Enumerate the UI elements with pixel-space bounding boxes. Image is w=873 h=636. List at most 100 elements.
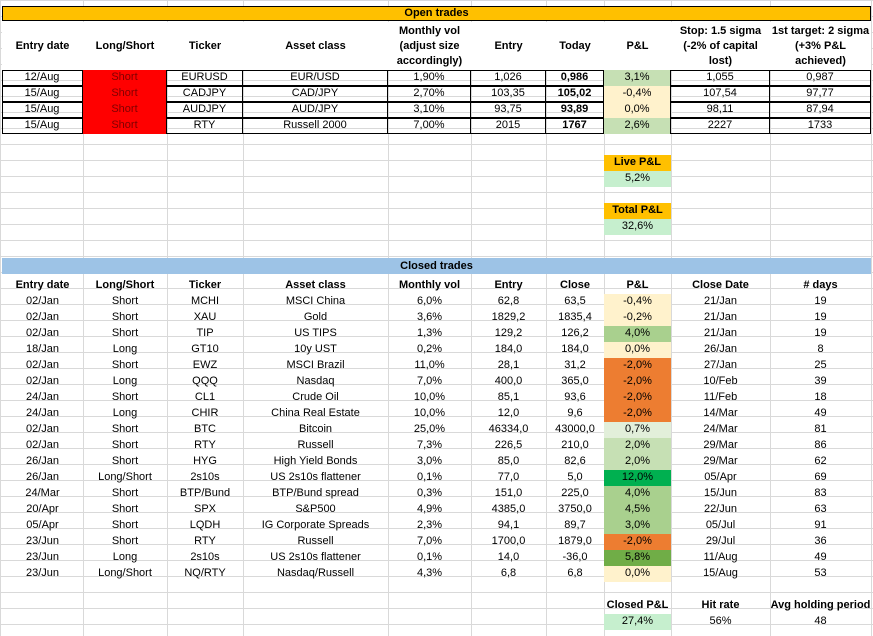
closed-cell-close[interactable]: 6,8 — [567, 567, 583, 579]
closed-cell-entry[interactable]: 400,0 — [494, 375, 523, 387]
closed-cell-entry[interactable]: 94,1 — [497, 519, 520, 531]
open-cell-ticker[interactable]: CADJPY — [167, 86, 243, 102]
closed-cell-cdate[interactable]: 24/Mar — [703, 423, 738, 435]
closed-cell-days[interactable]: 19 — [814, 311, 827, 323]
closed-cell-ticker[interactable]: QQQ — [192, 375, 218, 387]
closed-cell-cdate[interactable]: 15/Aug — [703, 567, 738, 579]
hit-rate-value[interactable]: 56% — [709, 615, 732, 627]
closed-cell-entry[interactable]: 4385,0 — [491, 503, 526, 515]
closed-cell-close[interactable]: -36,0 — [562, 551, 588, 563]
closed-cell-asset[interactable]: Nasdaq — [296, 375, 335, 387]
closed-cell-side[interactable]: Short — [111, 311, 139, 323]
closed-cell-days[interactable]: 83 — [814, 487, 827, 499]
closed-cell-asset[interactable]: Russell — [297, 535, 334, 547]
closed-cell-entry[interactable]: 226,5 — [494, 439, 523, 451]
closed-cell-side[interactable]: Short — [111, 487, 139, 499]
closed-cell-date[interactable]: 02/Jan — [25, 295, 60, 307]
closed-cell-side[interactable]: Short — [111, 503, 139, 515]
open-cell-date[interactable]: 15/Aug — [2, 102, 83, 118]
closed-cell-entry[interactable]: 6,8 — [500, 567, 517, 579]
closed-cell-vol[interactable]: 4,3% — [416, 567, 443, 579]
closed-cell-entry[interactable]: 1829,2 — [491, 311, 526, 323]
closed-cell-ticker[interactable]: TIP — [196, 327, 214, 339]
open-cell-ticker[interactable]: AUDJPY — [167, 102, 243, 118]
closed-cell-asset[interactable]: US 2s10s flattener — [270, 471, 361, 483]
closed-cell-ticker[interactable]: RTY — [194, 535, 216, 547]
closed-cell-entry[interactable]: 28,1 — [497, 359, 520, 371]
closed-cell-cdate[interactable]: 29/Jul — [705, 535, 736, 547]
closed-cell-side[interactable]: Short — [111, 423, 139, 435]
closed-cell-pl[interactable]: 4,5% — [604, 502, 671, 518]
closed-cell-cdate[interactable]: 21/Jan — [703, 327, 738, 339]
open-cell-today[interactable]: 1767 — [546, 118, 604, 134]
open-cell-vol[interactable]: 2,70% — [388, 86, 471, 102]
closed-cell-asset[interactable]: China Real Estate — [271, 407, 360, 419]
closed-cell-cdate[interactable]: 05/Jul — [705, 519, 736, 531]
closed-cell-entry[interactable]: 85,1 — [497, 391, 520, 403]
closed-cell-close[interactable]: 43000,0 — [555, 423, 595, 435]
closed-cell-close[interactable]: 5,0 — [567, 471, 583, 483]
closed-cell-asset[interactable]: Crude Oil — [292, 391, 339, 403]
closed-cell-side[interactable]: Short — [111, 455, 139, 467]
closed-cell-vol[interactable]: 4,9% — [416, 503, 443, 515]
closed-cell-days[interactable]: 49 — [814, 551, 827, 563]
closed-cell-pl[interactable]: -0,2% — [604, 310, 671, 326]
closed-cell-days[interactable]: 39 — [814, 375, 827, 387]
closed-cell-cdate[interactable]: 29/Mar — [703, 439, 738, 451]
closed-cell-side[interactable]: Short — [111, 359, 139, 371]
closed-cell-date[interactable]: 02/Jan — [25, 423, 60, 435]
closed-cell-ticker[interactable]: HYG — [193, 455, 217, 467]
closed-cell-cdate[interactable]: 21/Jan — [703, 311, 738, 323]
closed-cell-days[interactable]: 36 — [814, 535, 827, 547]
closed-cell-days[interactable]: 49 — [814, 407, 827, 419]
open-cell-asset[interactable]: Russell 2000 — [243, 118, 388, 134]
closed-cell-asset[interactable]: IG Corporate Spreads — [261, 519, 370, 531]
closed-cell-ticker[interactable]: BTC — [194, 423, 216, 435]
closed-cell-days[interactable]: 8 — [817, 343, 824, 355]
closed-cell-ticker[interactable]: RTY — [194, 439, 216, 451]
closed-cell-days[interactable]: 19 — [814, 295, 827, 307]
closed-cell-pl[interactable]: 12,0% — [604, 470, 671, 486]
closed-cell-date[interactable]: 18/Jan — [25, 343, 60, 355]
closed-cell-cdate[interactable]: 22/Jun — [703, 503, 738, 515]
closed-cell-close[interactable]: 126,2 — [561, 327, 589, 339]
open-cell-target[interactable]: 0,987 — [770, 70, 871, 86]
open-cell-entry[interactable]: 2015 — [471, 118, 546, 134]
closed-cell-ticker[interactable]: XAU — [193, 311, 217, 323]
closed-cell-pl[interactable]: 3,0% — [604, 518, 671, 534]
closed-cell-vol[interactable]: 10,0% — [413, 391, 446, 403]
live-pl-value[interactable]: 5,2% — [604, 171, 671, 187]
open-cell-stop[interactable]: 1,055 — [671, 70, 770, 86]
open-cell-asset[interactable]: EUR/USD — [243, 70, 388, 86]
open-cell-target[interactable]: 97,77 — [770, 86, 871, 102]
closed-pl-value[interactable]: 27,4% — [604, 614, 671, 630]
closed-cell-date[interactable]: 02/Jan — [25, 359, 60, 371]
closed-cell-date[interactable]: 24/Jan — [25, 391, 60, 403]
closed-cell-days[interactable]: 18 — [814, 391, 827, 403]
closed-cell-pl[interactable]: 0,0% — [604, 566, 671, 582]
closed-cell-side[interactable]: Short — [111, 519, 139, 531]
closed-cell-date[interactable]: 23/Jun — [25, 567, 60, 579]
closed-cell-close[interactable]: 93,6 — [564, 391, 586, 403]
closed-cell-side[interactable]: Long — [112, 407, 138, 419]
closed-cell-pl[interactable]: 5,8% — [604, 550, 671, 566]
closed-cell-vol[interactable]: 25,0% — [413, 423, 446, 435]
closed-cell-entry[interactable]: 46334,0 — [488, 423, 529, 435]
open-cell-target[interactable]: 1733 — [770, 118, 871, 134]
closed-cell-date[interactable]: 23/Jun — [25, 551, 60, 563]
closed-cell-asset[interactable]: High Yield Bonds — [273, 455, 358, 467]
closed-cell-date[interactable]: 05/Apr — [26, 519, 59, 531]
closed-cell-asset[interactable]: Russell — [297, 439, 334, 451]
closed-cell-days[interactable]: 69 — [814, 471, 827, 483]
closed-cell-date[interactable]: 24/Jan — [25, 407, 60, 419]
closed-cell-ticker[interactable]: LQDH — [189, 519, 221, 531]
closed-cell-asset[interactable]: S&P500 — [295, 503, 336, 515]
closed-cell-date[interactable]: 20/Apr — [26, 503, 59, 515]
closed-cell-pl[interactable]: -2,0% — [604, 358, 671, 374]
closed-cell-vol[interactable]: 7,3% — [416, 439, 443, 451]
closed-cell-entry[interactable]: 151,0 — [494, 487, 523, 499]
closed-cell-date[interactable]: 26/Jan — [25, 455, 60, 467]
closed-cell-vol[interactable]: 7,0% — [416, 535, 443, 547]
closed-cell-side[interactable]: Short — [111, 391, 139, 403]
closed-cell-entry[interactable]: 85,0 — [497, 455, 520, 467]
